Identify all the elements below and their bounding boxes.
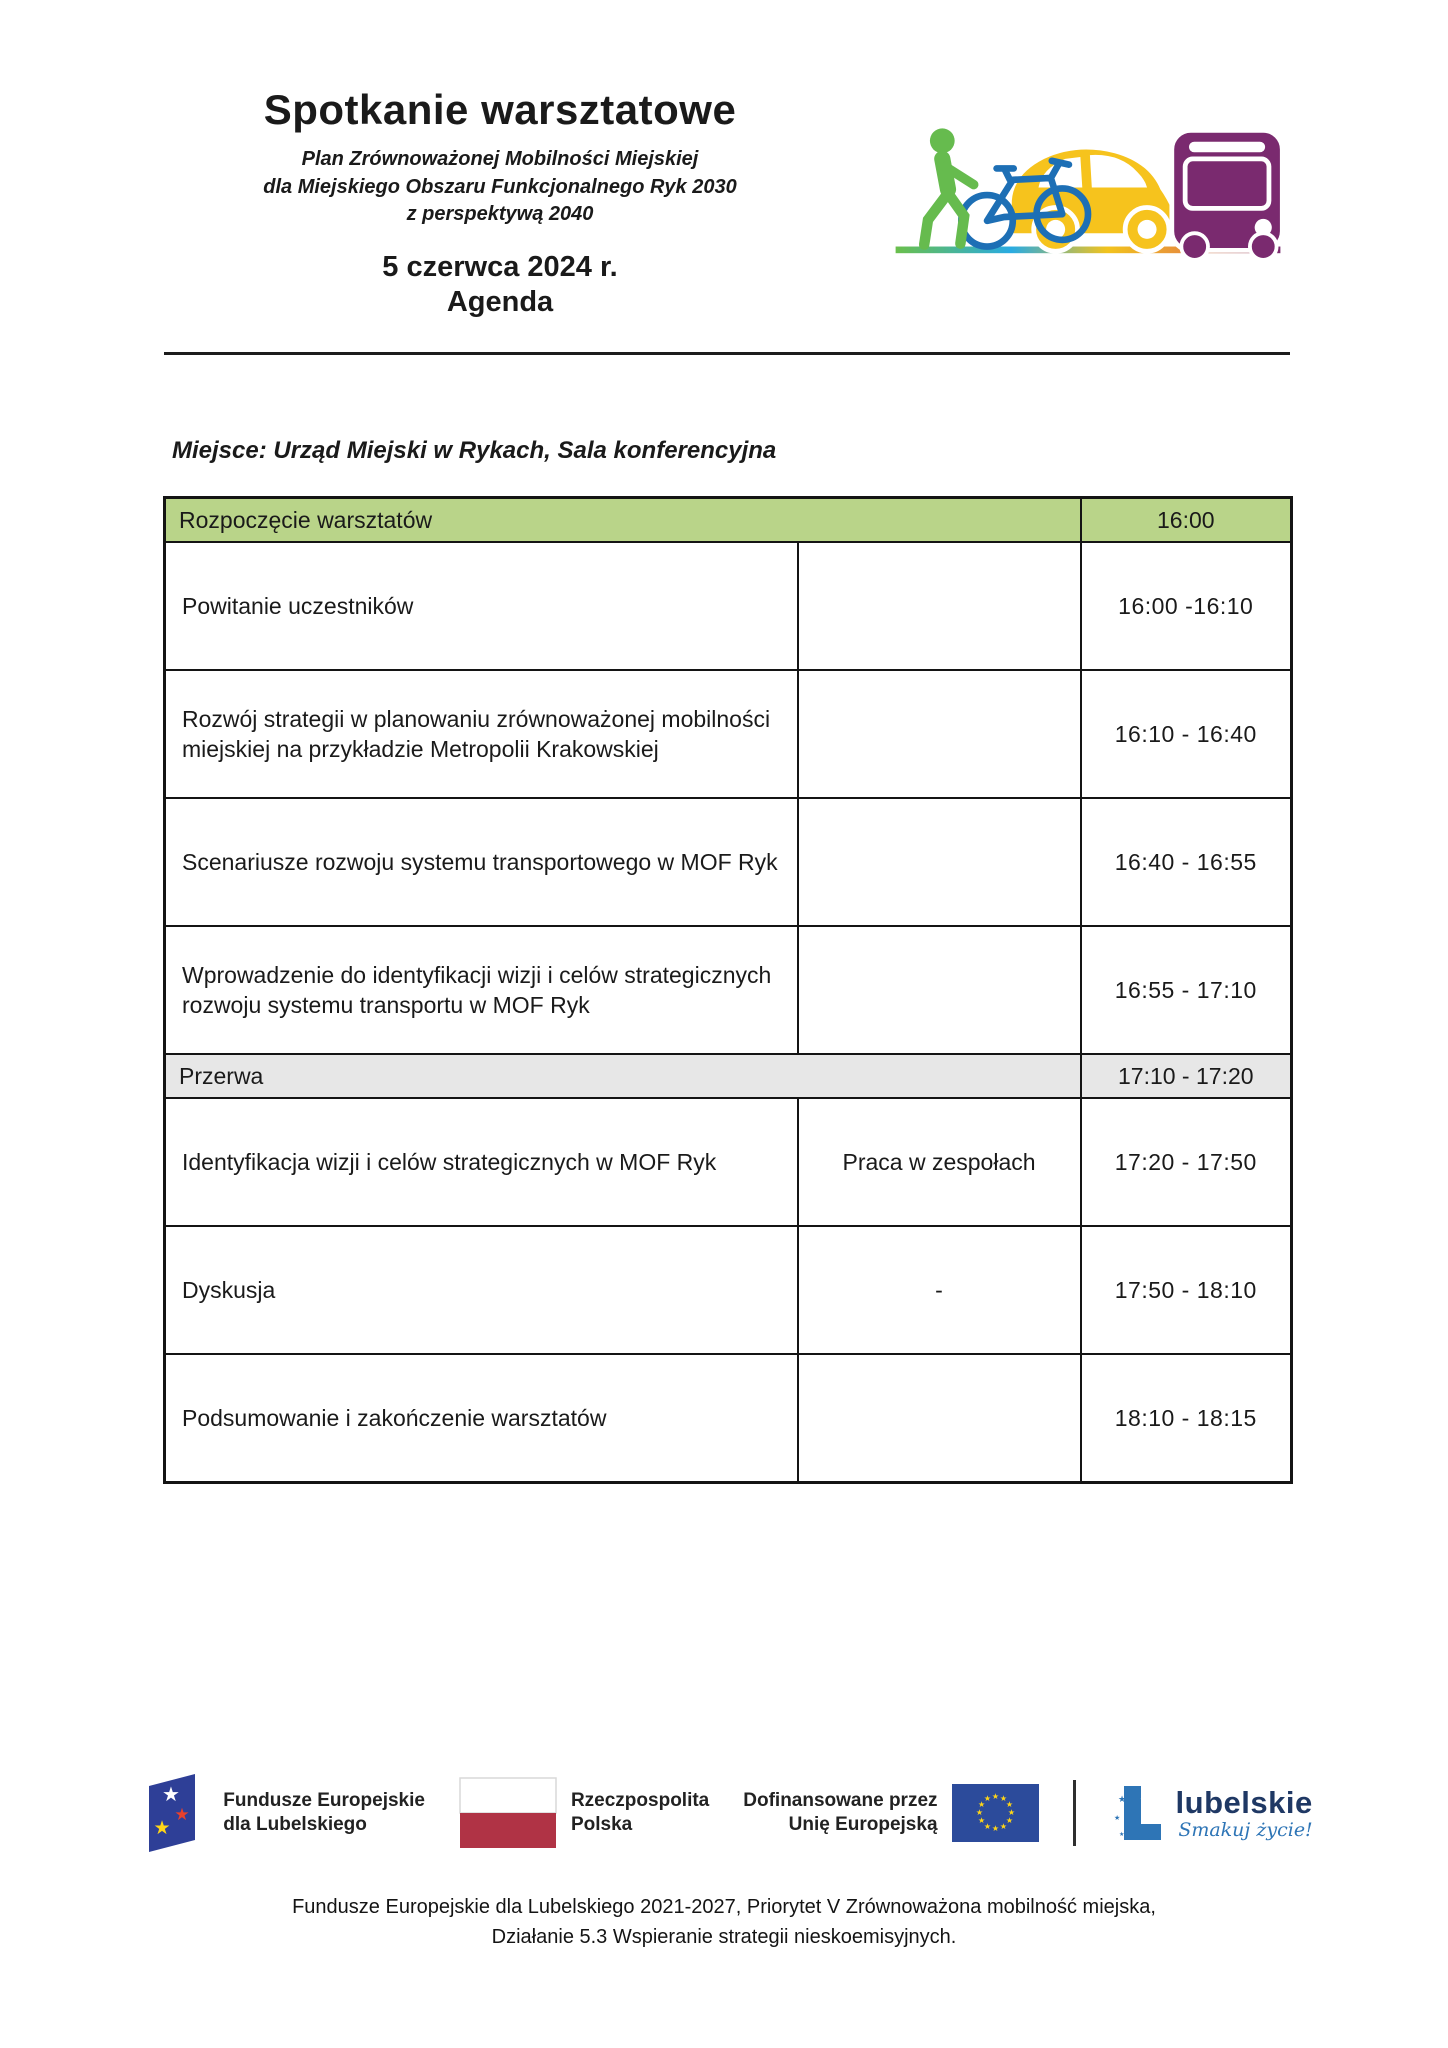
agenda-item-title: Powitanie uczestników [163,541,799,671]
agenda-item-time: 16:55 - 17:10 [1079,925,1293,1055]
agenda-row: Podsumowanie i zakończenie warsztatów 18:… [163,1353,1293,1484]
lubelskie-label: lubelskie [1175,1784,1313,1820]
agenda-item-title: Dyskusja [163,1225,799,1355]
svg-text:★: ★ [154,1818,171,1839]
svg-text:★: ★ [1007,1808,1014,1817]
lubelskie-logo: ★ ★ ★ ★ lubelskie Smakuj życie! [1110,1780,1313,1846]
bus-icon [1169,127,1285,262]
agenda-section-title: Rozpoczęcie warsztatów [163,496,1082,543]
svg-text:★: ★ [991,1824,998,1833]
svg-text:★: ★ [1005,1800,1012,1809]
agenda-item-title: Scenariusze rozwoju systemu transportowe… [163,797,799,927]
agenda-item-form [796,669,1082,799]
agenda-section-row: Przerwa 17:10 - 17:20 [163,1053,1293,1099]
agenda-item-form [796,797,1082,927]
svg-text:★: ★ [1118,1794,1126,1804]
footer-note-line: Fundusze Europejskie dla Lubelskiego 202… [292,1896,1156,1918]
svg-text:★: ★ [1140,1794,1148,1804]
agenda-table-body: Rozpoczęcie warsztatów 16:00 Powitanie ucz… [163,496,1293,1484]
workshop-title: Spotkanie warsztatowe [263,86,737,133]
agenda-item-time: 18:10 - 18:15 [1079,1353,1293,1484]
gradient-baseline [895,246,1281,254]
agenda-item-time: 16:10 - 16:40 [1079,669,1293,799]
agenda-item-title: Podsumowanie i zakończenie warsztatów [163,1353,799,1484]
agenda-row: Wprowadzenie do identyfikacji wizji i ce… [163,925,1293,1055]
svg-text:★: ★ [175,1805,190,1824]
location-line: Miejsce: Urząd Miejski w Rykach, Sala ko… [172,437,777,464]
svg-text:★: ★ [999,1794,1006,1803]
agenda-item-time: 17:50 - 18:10 [1079,1225,1293,1355]
agenda-table: Rozpoczęcie warsztatów 16:00 Powitanie ucz… [163,496,1294,1484]
agenda-item-form [796,541,1082,671]
svg-text:★: ★ [1119,1831,1124,1838]
bicycle-icon [958,157,1092,250]
agenda-item-time: 16:00 -16:10 [1079,541,1293,671]
fe-flag-icon: ★ ★ ★ [149,1774,196,1852]
svg-text:★: ★ [1114,1814,1120,1822]
agenda-item-form: Praca w zespołach [796,1097,1082,1227]
agenda-row: Dyskusja -17:50 - 18:10 [163,1225,1293,1355]
lubelskie-l-icon: ★ ★ ★ ★ [1114,1786,1161,1840]
svg-text:★: ★ [983,1822,990,1831]
agenda-section-title: Przerwa [163,1053,1082,1099]
agenda-item-time: 17:20 - 17:50 [1079,1097,1293,1227]
agenda-row: Rozwój strategii w planowaniu zrównoważo… [163,669,1293,799]
svg-text:★: ★ [999,1822,1006,1831]
svg-text:★: ★ [1005,1816,1012,1825]
agenda-heading: Agenda [446,285,554,318]
svg-text:★: ★ [978,1816,985,1825]
eu-flag-icon: ★ ★ ★★ ★★ ★★ ★★ ★★ [951,1784,1039,1842]
poland-flag-icon [459,1777,557,1848]
logo-divider [1072,1780,1076,1846]
fe-funds-label: Fundusze Europejskie dla Lubelskiego [223,1790,425,1835]
svg-text:★: ★ [978,1800,985,1809]
agenda-item-title: Wprowadzenie do identyfikacji wizji i ce… [163,925,799,1055]
agenda-row: Powitanie uczestników 16:00 -16:10 [163,541,1293,671]
agenda-item-time: 16:40 - 16:55 [1079,797,1293,927]
agenda-item-form [796,925,1082,1055]
lubelskie-tagline: Smakuj życie! [1178,1818,1313,1841]
agenda-item-form: - [796,1225,1082,1355]
poland-label: Rzeczpospolita Polska [570,1790,710,1835]
workshop-date: 5 czerwca 2024 r. [382,250,618,283]
subtitle-line: z perspektywą 2040 [406,203,594,226]
footer-logos: ★ ★ ★ Fundusze Europejskie dla Lubelskie… [0,1770,1448,1856]
fe-funds-logo: ★ ★ ★ Fundusze Europejskie dla Lubelskie… [135,1770,425,1856]
pedestrian-icon [918,128,979,250]
svg-text:★: ★ [975,1808,982,1817]
eu-funding-label: Dofinansowane przez Unię Europejską [743,1790,938,1835]
header-divider-rule [164,352,1290,355]
agenda-row: Scenariusze rozwoju systemu transportowe… [163,797,1293,927]
eu-funding-logo: Dofinansowane przez Unię Europejską ★ ★ ★… [743,1784,1039,1842]
agenda-row: Identyfikacja wizji i celów strategiczny… [163,1097,1293,1227]
footer-note-line: Działanie 5.3 Wspieranie strategii niesk… [491,1926,957,1948]
agenda-item-form [796,1353,1082,1484]
agenda-item-title: Rozwój strategii w planowaniu zrównoważo… [163,669,799,799]
subtitle-line: dla Miejskiego Obszaru Funkcjonalnego Ry… [263,175,737,198]
workshop-subtitle: Plan Zrównoważonej Mobilności Miejskiej … [0,146,1000,229]
agenda-item-title: Identyfikacja wizji i celów strategiczny… [163,1097,799,1227]
transport-modes-logo [895,127,1285,262]
agenda-section-time: 17:10 - 17:20 [1079,1053,1293,1099]
svg-text:★: ★ [162,1784,180,1806]
poland-logo: Rzeczpospolita Polska [459,1777,709,1849]
header: Spotkanie warsztatowe Plan Zrównoważonej… [0,86,1000,319]
agenda-section-time: 16:00 [1079,496,1293,543]
svg-text:★: ★ [991,1792,998,1801]
subtitle-line: Plan Zrównoważonej Mobilności Miejskiej [301,148,699,170]
agenda-section-row: Rozpoczęcie warsztatów 16:00 [163,496,1293,543]
svg-text:★: ★ [983,1794,990,1803]
footer-note: Fundusze Europejskie dla Lubelskiego 202… [0,1892,1448,1952]
